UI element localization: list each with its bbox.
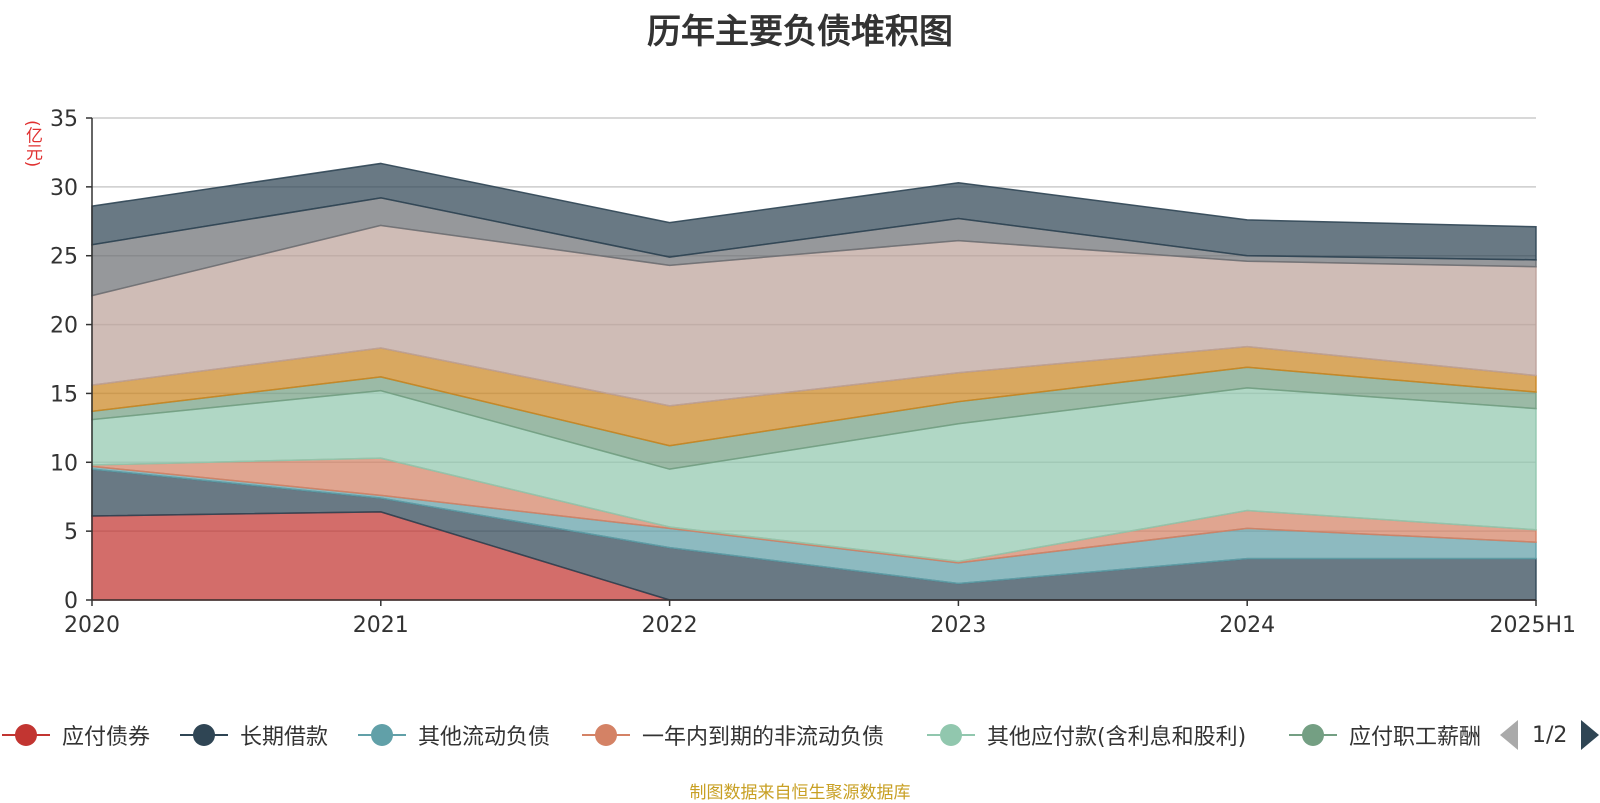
area-series bbox=[91, 162, 1537, 601]
legend-item[interactable]: 应付职工薪酬 bbox=[1287, 718, 1480, 752]
legend-item[interactable]: 一年内到期的非流动负债 bbox=[580, 718, 884, 752]
source-note: 制图数据来自恒生聚源数据库 bbox=[689, 783, 911, 803]
stacked-area-chart: 0 5 10 15 20 25 30 35 2020 2021 2022 2023 2024 2025H1 bbox=[50, 107, 1576, 638]
legend-prev-page-icon[interactable] bbox=[1500, 720, 1518, 750]
legend-item[interactable]: 长期借款 bbox=[178, 718, 328, 752]
x-tick-label: 2024 bbox=[1219, 613, 1275, 638]
legend-label: 其他流动负债 bbox=[418, 725, 551, 750]
x-tick-label: 2020 bbox=[64, 613, 120, 638]
y-tick-label: 10 bbox=[50, 451, 78, 476]
legend-page-indicator: 1/2 bbox=[1532, 722, 1568, 748]
legend-label: 长期借款 bbox=[240, 725, 329, 750]
area-series-10 bbox=[91, 162, 1537, 261]
y-axis-unit-label: (亿元) bbox=[22, 120, 42, 168]
x-tick-label: 2025H1 bbox=[1489, 613, 1576, 638]
legend-marker-icon bbox=[580, 723, 632, 747]
legend-label: 应付债券 bbox=[62, 725, 151, 750]
legend-label: 应付职工薪酬 bbox=[1349, 725, 1480, 750]
legend: 应付债券 长期借款 其他流动负债 一年内到期的非流动负债 其他应付款(含利息和股利) 应付… bbox=[0, 718, 1600, 758]
y-tick-label: 20 bbox=[50, 314, 78, 339]
legend-marker-icon bbox=[178, 723, 230, 747]
legend-pager: 1/2 bbox=[1500, 718, 1600, 752]
y-tick-label: 0 bbox=[64, 589, 78, 614]
x-tick-label: 2023 bbox=[930, 613, 986, 638]
y-tick-label: 25 bbox=[50, 245, 78, 270]
legend-label: 其他应付款(含利息和股利) bbox=[987, 725, 1247, 750]
y-tick-label: 15 bbox=[50, 382, 78, 407]
legend-label: 一年内到期的非流动负债 bbox=[642, 725, 885, 750]
legend-marker-icon bbox=[1287, 723, 1339, 747]
legend-marker-icon bbox=[356, 723, 408, 747]
legend-item[interactable]: 其他应付款(含利息和股利) bbox=[925, 718, 1246, 752]
y-tick-label: 30 bbox=[50, 176, 78, 201]
legend-item[interactable]: 应付债券 bbox=[0, 718, 150, 752]
legend-marker-icon bbox=[0, 723, 52, 747]
chart-title: 历年主要负债堆积图 bbox=[647, 12, 953, 52]
x-tick-label: 2021 bbox=[353, 613, 409, 638]
y-tick-label: 35 bbox=[50, 107, 78, 132]
legend-next-page-icon[interactable] bbox=[1581, 720, 1600, 750]
x-tick-label: 2022 bbox=[642, 613, 698, 638]
axes: 0 5 10 15 20 25 30 35 2020 2021 2022 2023 2024 2025H1 bbox=[50, 107, 1576, 638]
legend-item[interactable]: 其他流动负债 bbox=[356, 718, 550, 752]
y-tick-label: 5 bbox=[64, 520, 78, 545]
legend-marker-icon bbox=[925, 723, 977, 747]
